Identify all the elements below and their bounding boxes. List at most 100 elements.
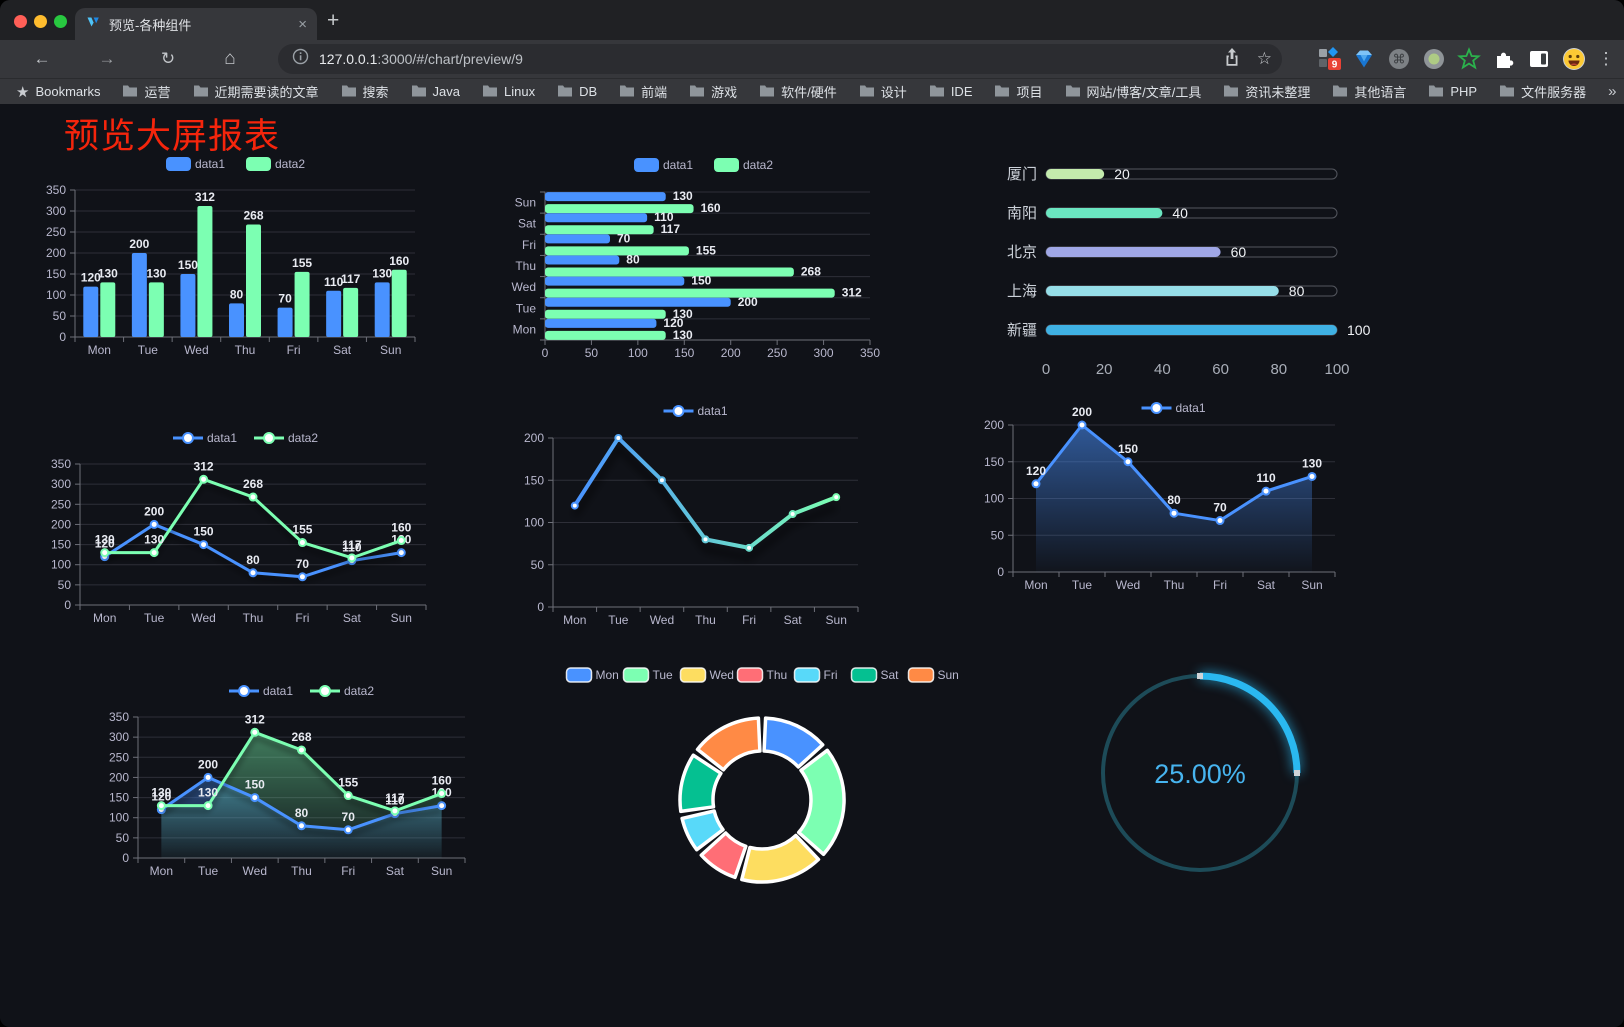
svg-text:155: 155 (696, 243, 716, 257)
browser-menu-icon[interactable]: ⋮ (1597, 49, 1615, 68)
svg-text:150: 150 (178, 258, 198, 272)
svg-text:Fri: Fri (824, 668, 838, 682)
folder-icon (859, 84, 875, 100)
legend-item-data1[interactable]: data1 (166, 157, 225, 171)
line-gradient-canvas: data1 0 50 100 150 200 Mon Tue Wed Thu Fri Sat Sun (524, 404, 859, 627)
svg-text:北京: 北京 (1007, 244, 1037, 261)
bookmark-folder[interactable]: 搜索 (341, 82, 389, 101)
browser-tab[interactable]: 预览-各种组件 × (75, 8, 317, 40)
bookmark-folder[interactable]: 其他语言 (1332, 82, 1406, 101)
legend-item-data2[interactable]: data2 (254, 431, 318, 445)
svg-text:312: 312 (195, 190, 215, 204)
bookmark-star-icon[interactable]: ☆ (1256, 49, 1272, 68)
svg-text:100: 100 (46, 288, 66, 302)
bookmark-folder[interactable]: Linux (482, 84, 535, 100)
extension-grid-icon[interactable]: 9 (1316, 44, 1342, 74)
bookmark-folder[interactable]: Java (411, 84, 460, 100)
svg-text:110: 110 (324, 275, 344, 289)
svg-text:70: 70 (617, 231, 631, 245)
back-icon[interactable]: ← (33, 49, 51, 68)
legend-item-Thu[interactable]: Thu (736, 667, 788, 683)
new-tab-button[interactable]: + (327, 9, 340, 32)
svg-text:312: 312 (245, 712, 265, 726)
legend-item-data1[interactable]: data1 (634, 158, 693, 172)
bookmark-folder[interactable]: 运营 (122, 82, 171, 101)
bookmark-folder[interactable]: 网站/博客/文章/工具 (1065, 82, 1201, 101)
bookmark-folder[interactable]: DB (557, 84, 597, 100)
svg-text:200: 200 (144, 504, 164, 518)
donut-slice-Sun[interactable] (695, 716, 762, 772)
donut-slice-Mon[interactable] (762, 716, 825, 769)
bookmark-folder[interactable]: 软件/硬件 (759, 82, 837, 101)
forward-icon[interactable]: → (98, 49, 116, 68)
svg-text:0: 0 (537, 600, 544, 614)
donut-slice-Fri[interactable] (680, 809, 725, 852)
traffic-light-fullscreen[interactable] (54, 15, 67, 28)
bookmark-folder[interactable]: 近期需要读的文章 (193, 82, 319, 101)
legend-item-data2[interactable]: data2 (246, 157, 305, 171)
svg-text:130: 130 (95, 533, 115, 547)
legend-item-data1[interactable]: data1 (229, 684, 293, 698)
donut-slice-Sat[interactable] (678, 753, 723, 814)
address-bar[interactable]: 127.0.0.1:3000/#/chart/preview/9 ☆ (278, 44, 1282, 74)
bookmark-folder[interactable]: 前端 (619, 82, 667, 101)
svg-text:Mon: Mon (93, 611, 116, 625)
extension-gem-icon[interactable] (1351, 44, 1377, 74)
legend-item-Wed[interactable]: Wed (679, 667, 734, 683)
extension-sidepanel-icon[interactable] (1526, 44, 1552, 74)
extension-record-icon[interactable] (1421, 44, 1447, 74)
extension-star-icon[interactable] (1456, 44, 1482, 74)
bookmark-folder[interactable]: 设计 (859, 82, 907, 101)
bar-grouped-canvas: data1 data2 0 50 100 150 200 250 300 350 Mon Tue Wed… (46, 157, 416, 357)
svg-text:80: 80 (1167, 493, 1181, 507)
legend-item-Sun[interactable]: Sun (907, 667, 959, 683)
svg-text:120: 120 (663, 316, 683, 330)
reload-icon[interactable]: ↻ (160, 49, 176, 68)
svg-text:150: 150 (984, 455, 1004, 469)
chart-line-two-series: data1 data2 0 50 100 150 200 250 300 350 Mon Tue Wed… (40, 425, 460, 640)
svg-text:160: 160 (701, 201, 721, 215)
svg-text:Mon: Mon (1024, 578, 1047, 592)
legend-item-Tue[interactable]: Tue (622, 667, 674, 683)
home-icon[interactable]: ⌂ (224, 48, 236, 69)
svg-text:25.00%: 25.00% (1154, 759, 1246, 789)
tab-close-icon[interactable]: × (298, 15, 307, 33)
bookmark-folder[interactable]: PHP (1428, 84, 1477, 100)
legend-item-data1[interactable]: data1 (663, 404, 728, 418)
bookmark-folder[interactable]: 项目 (994, 82, 1043, 101)
extension-emoji-icon[interactable] (1561, 44, 1587, 74)
bookmarks-overflow-icon[interactable]: » (1608, 83, 1617, 100)
svg-text:Mon: Mon (150, 864, 173, 878)
traffic-light-minimize[interactable] (34, 15, 47, 28)
share-icon[interactable] (1223, 47, 1241, 72)
bookmark-folder[interactable]: 文件服务器 (1499, 82, 1586, 101)
svg-text:300: 300 (46, 204, 66, 218)
donut-slice-Tue[interactable] (796, 748, 846, 857)
legend-item-data2[interactable]: data2 (310, 684, 374, 698)
bookmark-folder[interactable]: IDE (929, 84, 972, 100)
bookmark-folder[interactable]: 游戏 (689, 82, 737, 101)
svg-text:0: 0 (997, 565, 1004, 579)
donut-slice-Wed[interactable] (740, 833, 821, 884)
bookmark-folder[interactable]: 资讯未整理 (1223, 82, 1310, 101)
svg-text:Wed: Wed (710, 668, 734, 682)
svg-text:data1: data1 (263, 684, 293, 698)
donut-slice-Thu[interactable] (699, 831, 748, 880)
svg-text:50: 50 (531, 558, 545, 572)
site-info-icon[interactable] (292, 48, 309, 70)
svg-text:312: 312 (842, 286, 862, 300)
svg-text:150: 150 (674, 346, 694, 360)
legend-item-Mon[interactable]: Mon (565, 667, 619, 683)
legend-item-data2[interactable]: data2 (714, 158, 773, 172)
bookmarks-manager[interactable]: ★ Bookmarks (16, 83, 100, 101)
extension-puzzle-icon[interactable] (1491, 44, 1517, 74)
svg-text:Mon: Mon (88, 343, 111, 357)
traffic-light-close[interactable] (14, 15, 27, 28)
folder-icon (482, 84, 498, 100)
extension-command-icon[interactable]: ⌘ (1386, 44, 1412, 74)
legend-item-Sat[interactable]: Sat (850, 667, 900, 683)
legend-item-data1[interactable]: data1 (173, 431, 237, 445)
legend-item-Fri[interactable]: Fri (793, 667, 838, 683)
svg-text:Sun: Sun (391, 611, 412, 625)
legend-item-data1[interactable]: data1 (1141, 401, 1206, 415)
